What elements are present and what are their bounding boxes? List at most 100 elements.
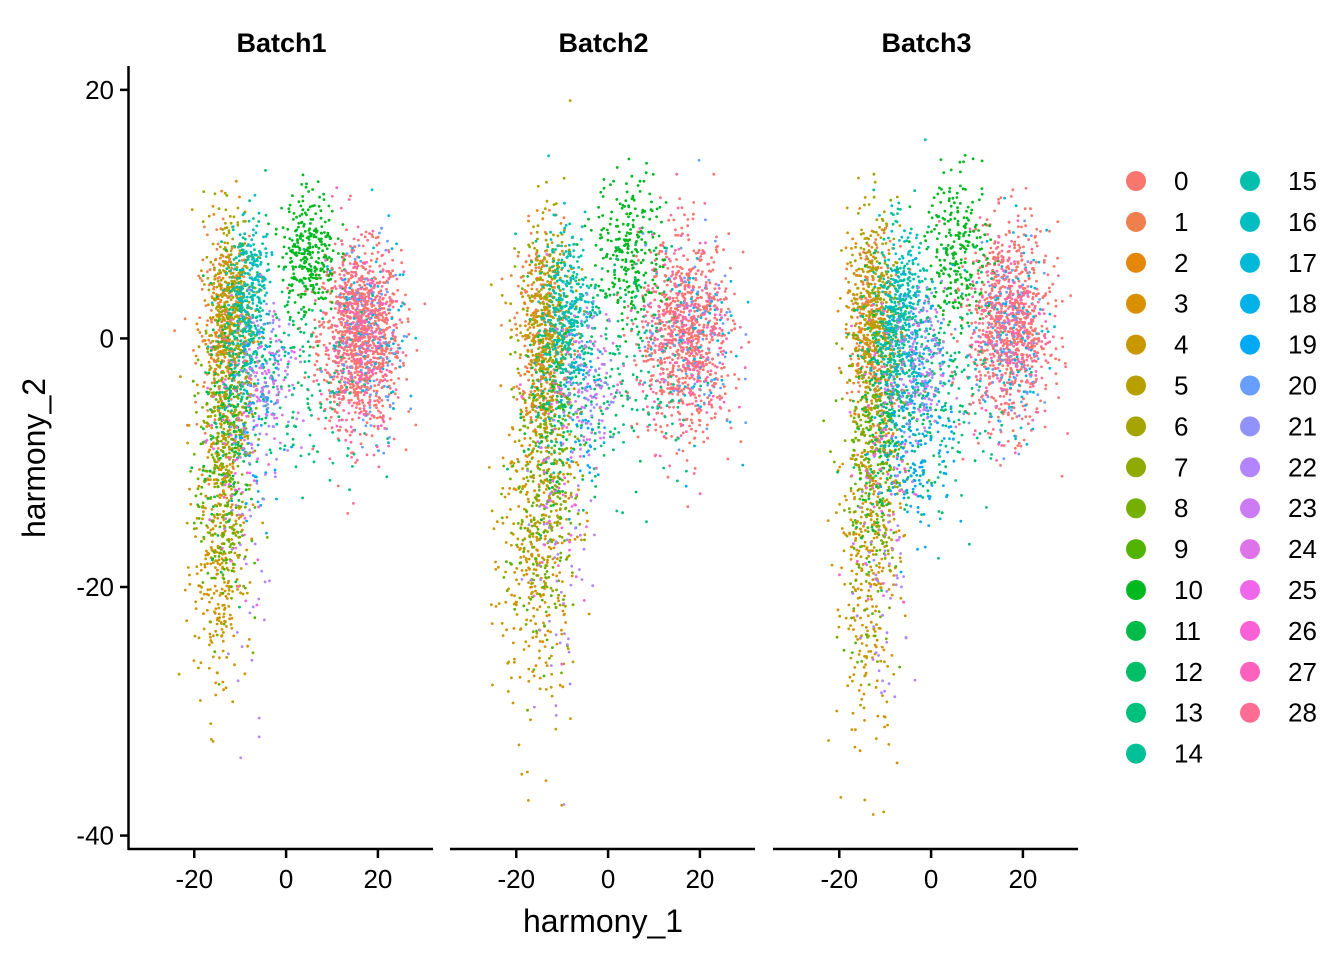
data-point (209, 356, 213, 360)
data-point (223, 390, 227, 394)
data-point (194, 535, 198, 538)
data-point (254, 374, 257, 378)
data-point (245, 451, 249, 455)
data-point (200, 540, 203, 543)
data-point (348, 286, 352, 290)
data-point (225, 465, 229, 468)
data-point (216, 562, 220, 565)
data-point (269, 340, 273, 344)
data-point (207, 371, 211, 375)
data-point (387, 304, 391, 308)
data-point (635, 378, 638, 382)
data-point (693, 309, 697, 313)
data-point (380, 254, 384, 258)
data-point (237, 254, 241, 258)
data-point (397, 377, 400, 380)
data-point (233, 310, 237, 314)
data-point (255, 423, 259, 427)
data-point (644, 354, 648, 358)
data-point (237, 362, 241, 366)
data-point (705, 334, 708, 337)
data-point (173, 329, 177, 332)
data-point (221, 328, 225, 332)
data-point (395, 277, 399, 281)
data-point (208, 518, 212, 522)
data-point (208, 469, 212, 473)
data-point (297, 293, 300, 297)
data-point (381, 275, 385, 279)
data-point (340, 321, 343, 325)
data-point (201, 517, 204, 521)
data-point (204, 506, 207, 510)
data-point (284, 376, 287, 379)
data-point (243, 432, 247, 436)
data-point (229, 433, 233, 437)
data-point (392, 437, 396, 441)
data-point (698, 423, 701, 427)
data-point (301, 345, 305, 348)
data-point (233, 488, 237, 492)
data-point (380, 306, 384, 310)
data-point (200, 485, 204, 489)
data-point (237, 585, 241, 588)
data-point (684, 369, 688, 373)
data-point (227, 586, 231, 589)
data-point (209, 408, 212, 411)
data-point (343, 281, 347, 284)
data-point (254, 327, 258, 330)
data-point (295, 215, 298, 219)
data-point (237, 245, 240, 249)
data-point (316, 251, 320, 254)
data-point (701, 368, 705, 372)
data-point (214, 367, 218, 371)
data-point (304, 371, 307, 374)
data-point (241, 364, 245, 368)
data-point (687, 291, 691, 294)
data-point (195, 565, 199, 569)
data-point (364, 330, 368, 334)
data-point (223, 441, 226, 445)
data-point (368, 406, 372, 409)
data-point (250, 539, 254, 543)
data-point (219, 352, 223, 356)
data-point (381, 352, 384, 356)
data-point (373, 319, 377, 323)
data-point (262, 404, 266, 408)
data-point (228, 338, 232, 342)
data-point (395, 299, 399, 303)
data-point (687, 238, 691, 242)
data-point (387, 214, 391, 218)
data-point (195, 383, 199, 387)
data-point (324, 353, 328, 356)
data-point (357, 256, 361, 259)
data-point (186, 441, 190, 445)
data-point (669, 301, 673, 305)
data-point (343, 383, 347, 387)
data-point (706, 436, 709, 440)
data-point (368, 398, 372, 402)
data-point (414, 423, 418, 427)
data-point (230, 596, 233, 600)
data-point (259, 390, 263, 394)
data-point (239, 368, 243, 372)
data-point (267, 390, 271, 393)
data-point (198, 331, 202, 334)
data-point (668, 346, 672, 350)
data-point (255, 315, 259, 319)
data-point (227, 419, 231, 422)
data-point (214, 566, 217, 569)
data-point (377, 281, 381, 285)
data-point (371, 235, 375, 239)
data-point (255, 319, 259, 323)
data-point (211, 315, 215, 319)
data-point (374, 371, 378, 375)
data-point (269, 451, 273, 455)
data-point (391, 334, 395, 338)
data-point (682, 310, 685, 314)
data-point (244, 375, 248, 379)
data-point (351, 383, 354, 386)
data-point (220, 333, 224, 336)
data-point (675, 452, 679, 455)
data-point (277, 367, 280, 371)
data-point (345, 252, 349, 256)
